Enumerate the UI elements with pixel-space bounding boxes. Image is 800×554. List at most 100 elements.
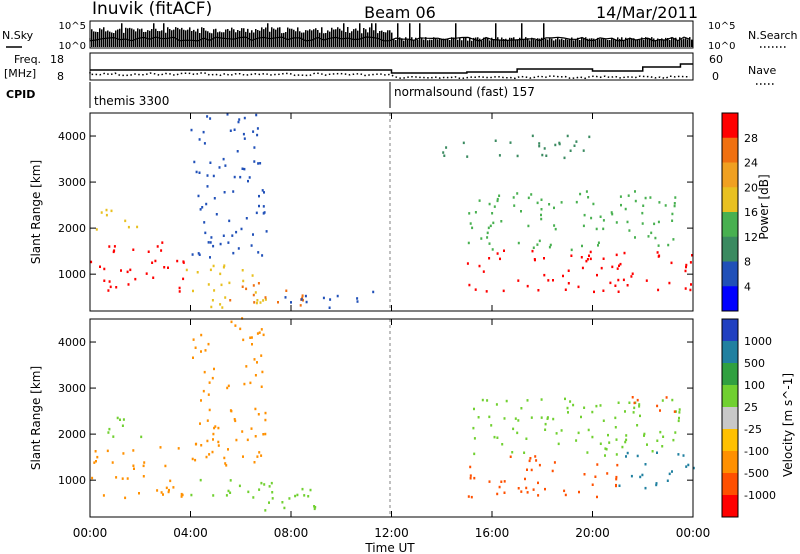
range-cell-velocity bbox=[511, 451, 514, 454]
range-cell-velocity bbox=[643, 432, 646, 436]
range-cell-power bbox=[207, 241, 210, 244]
range-cell-velocity bbox=[208, 408, 211, 412]
range-cell-power bbox=[105, 208, 108, 212]
range-cell-power bbox=[178, 290, 181, 293]
range-cell-power bbox=[224, 296, 227, 299]
range-cell-power bbox=[242, 132, 245, 136]
range-cell-power bbox=[107, 289, 110, 292]
range-cell-power bbox=[255, 301, 258, 305]
range-cell-power bbox=[602, 227, 605, 231]
range-cell-velocity bbox=[249, 336, 252, 339]
range-cell-power bbox=[262, 205, 265, 208]
range-cell-power bbox=[478, 199, 481, 202]
range-cell-velocity bbox=[253, 461, 256, 464]
range-cell-power bbox=[480, 237, 483, 240]
range-cell-power bbox=[237, 120, 240, 124]
range-cell-power bbox=[562, 274, 564, 278]
range-cell-power bbox=[221, 306, 224, 309]
range-cell-power bbox=[356, 297, 359, 300]
power-colorbar-label: Power [dB] bbox=[757, 174, 771, 239]
range-cell-power bbox=[667, 243, 670, 247]
range-cell-velocity bbox=[509, 455, 512, 458]
range-cell-velocity bbox=[212, 494, 215, 497]
colorbar-swatch bbox=[722, 187, 738, 213]
range-cell-velocity bbox=[605, 448, 608, 451]
range-cell-power bbox=[248, 176, 251, 179]
range-cell-velocity bbox=[604, 447, 607, 450]
range-cell-velocity bbox=[615, 477, 618, 481]
range-cell-velocity bbox=[107, 431, 110, 434]
range-cell-power bbox=[182, 277, 185, 281]
range-cell-velocity bbox=[639, 475, 642, 479]
range-cell-velocity bbox=[143, 461, 146, 464]
range-cell-power bbox=[210, 236, 213, 239]
range-cell-velocity bbox=[119, 418, 121, 421]
nsky-panel: N.Sky 10^5 10^0 10^5 10^0 N.Search bbox=[2, 20, 798, 52]
range-cell-velocity bbox=[256, 455, 259, 458]
range-cell-power bbox=[113, 245, 116, 248]
range-cell-velocity bbox=[213, 367, 215, 371]
range-cell-power bbox=[265, 230, 268, 233]
colorbar-swatch bbox=[722, 236, 738, 262]
range-cell-power bbox=[241, 269, 244, 272]
range-cell-power bbox=[108, 245, 111, 248]
range-cell-power bbox=[232, 251, 235, 255]
range-cell-power bbox=[589, 257, 592, 261]
range-cell-velocity bbox=[633, 406, 636, 410]
range-cell-velocity bbox=[469, 465, 472, 469]
range-cell-power bbox=[232, 190, 235, 193]
freq-line bbox=[90, 63, 693, 74]
colorbar-swatch bbox=[722, 137, 738, 163]
range-cell-power bbox=[672, 238, 675, 241]
range-cell-power bbox=[582, 149, 585, 152]
range-cell-velocity bbox=[257, 413, 260, 416]
range-cell-power bbox=[222, 157, 225, 161]
range-cell-power bbox=[474, 288, 477, 291]
range-cell-power bbox=[161, 241, 164, 244]
colorbar-swatch bbox=[722, 407, 738, 430]
range-cell-power bbox=[491, 248, 494, 251]
range-cell-power bbox=[549, 243, 552, 247]
range-cell-velocity bbox=[126, 477, 129, 480]
range-cell-velocity bbox=[503, 480, 506, 483]
range-cell-power bbox=[212, 244, 215, 248]
range-cell-power bbox=[245, 287, 248, 291]
range-cell-velocity bbox=[636, 424, 639, 427]
range-cell-power bbox=[253, 146, 256, 149]
range-cell-power bbox=[657, 220, 660, 224]
range-cell-velocity bbox=[241, 317, 244, 320]
range-cell-velocity bbox=[191, 457, 194, 461]
range-cell-power bbox=[228, 219, 231, 223]
range-cell-velocity bbox=[587, 428, 590, 432]
range-cell-velocity bbox=[537, 481, 539, 485]
range-cell-power bbox=[256, 299, 259, 302]
range-cell-power bbox=[129, 268, 132, 272]
range-cell-power bbox=[634, 236, 636, 239]
range-cell-power bbox=[494, 139, 497, 142]
cpid-segment-2: normalsound (fast) 157 bbox=[394, 85, 535, 99]
range-cell-velocity bbox=[616, 463, 619, 467]
range-cell-velocity bbox=[264, 418, 267, 422]
range-cell-power bbox=[593, 290, 595, 294]
range-cell-power bbox=[611, 265, 614, 269]
power-axis: 1000 2000 3000 4000 bbox=[58, 130, 693, 281]
range-cell-power bbox=[530, 193, 533, 196]
colorbar-swatch bbox=[722, 495, 738, 518]
range-cell-power bbox=[227, 241, 230, 244]
y-tick-label: 2000 bbox=[58, 222, 86, 235]
range-cell-velocity bbox=[106, 449, 109, 453]
range-cell-velocity bbox=[692, 466, 695, 470]
range-cell-power bbox=[219, 272, 222, 276]
nave-tick-bottom: 0 bbox=[712, 70, 719, 83]
range-cell-power bbox=[668, 281, 671, 285]
range-cell-power bbox=[95, 228, 98, 231]
range-cell-velocity bbox=[238, 484, 241, 488]
range-cell-velocity bbox=[140, 435, 143, 439]
range-cell-velocity bbox=[557, 442, 560, 446]
range-cell-velocity bbox=[540, 398, 543, 401]
range-cell-velocity bbox=[677, 453, 680, 456]
range-cell-power bbox=[486, 236, 489, 239]
range-cell-power bbox=[132, 248, 135, 251]
range-cell-velocity bbox=[674, 410, 677, 413]
range-cell-power bbox=[491, 212, 494, 215]
